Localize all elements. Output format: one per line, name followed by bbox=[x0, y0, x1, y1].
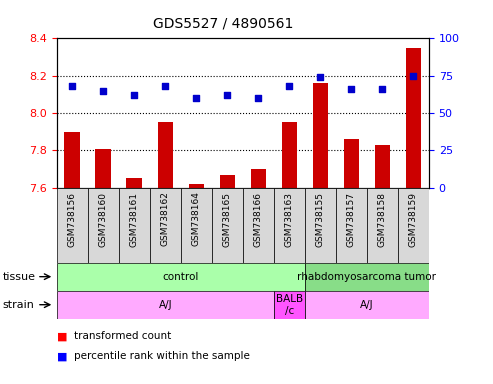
Bar bbox=[282, 122, 297, 188]
Bar bbox=[65, 132, 80, 188]
Text: A/J: A/J bbox=[360, 300, 374, 310]
Text: GSM738166: GSM738166 bbox=[254, 192, 263, 247]
Bar bbox=[119, 188, 150, 263]
Bar bbox=[88, 188, 119, 263]
Point bbox=[317, 74, 324, 80]
Point bbox=[223, 92, 231, 98]
Bar bbox=[375, 145, 390, 188]
Bar bbox=[406, 48, 421, 188]
Bar bbox=[150, 188, 181, 263]
Bar bbox=[250, 169, 266, 188]
Text: rhabdomyosarcoma tumor: rhabdomyosarcoma tumor bbox=[297, 271, 436, 282]
Text: GSM738163: GSM738163 bbox=[285, 192, 294, 247]
Text: GSM738156: GSM738156 bbox=[68, 192, 77, 247]
Bar bbox=[127, 179, 142, 188]
Bar bbox=[219, 175, 235, 188]
Text: strain: strain bbox=[2, 300, 35, 310]
Text: GSM738159: GSM738159 bbox=[409, 192, 418, 247]
Bar bbox=[367, 188, 398, 263]
Point bbox=[130, 92, 138, 98]
Text: GSM738165: GSM738165 bbox=[223, 192, 232, 247]
Point bbox=[285, 83, 293, 89]
Point bbox=[410, 73, 418, 79]
Bar bbox=[212, 188, 243, 263]
Point bbox=[99, 88, 107, 94]
Text: ■: ■ bbox=[57, 351, 67, 361]
Text: GSM738161: GSM738161 bbox=[130, 192, 139, 247]
Text: GSM738160: GSM738160 bbox=[99, 192, 108, 247]
Point bbox=[379, 86, 387, 92]
Text: transformed count: transformed count bbox=[74, 331, 171, 341]
Text: GDS5527 / 4890561: GDS5527 / 4890561 bbox=[153, 17, 293, 31]
Text: ■: ■ bbox=[57, 331, 67, 341]
Bar bbox=[305, 263, 429, 291]
Point bbox=[348, 86, 355, 92]
Point bbox=[254, 95, 262, 101]
Point bbox=[68, 83, 76, 89]
Text: GSM738162: GSM738162 bbox=[161, 192, 170, 247]
Bar bbox=[181, 188, 212, 263]
Bar bbox=[274, 188, 305, 263]
Text: GSM738155: GSM738155 bbox=[316, 192, 325, 247]
Text: tissue: tissue bbox=[2, 271, 35, 282]
Bar bbox=[398, 188, 429, 263]
Bar bbox=[274, 291, 305, 319]
Bar bbox=[96, 149, 111, 188]
Point bbox=[161, 83, 169, 89]
Text: A/J: A/J bbox=[158, 300, 172, 310]
Bar bbox=[336, 188, 367, 263]
Bar bbox=[57, 263, 305, 291]
Text: BALB
/c: BALB /c bbox=[276, 294, 303, 316]
Bar bbox=[305, 291, 429, 319]
Bar bbox=[313, 83, 328, 188]
Text: control: control bbox=[163, 271, 199, 282]
Bar bbox=[157, 122, 173, 188]
Text: GSM738164: GSM738164 bbox=[192, 192, 201, 247]
Bar bbox=[243, 188, 274, 263]
Text: GSM738157: GSM738157 bbox=[347, 192, 356, 247]
Bar bbox=[344, 139, 359, 188]
Text: GSM738158: GSM738158 bbox=[378, 192, 387, 247]
Bar bbox=[305, 188, 336, 263]
Bar bbox=[57, 291, 274, 319]
Point bbox=[192, 95, 200, 101]
Bar bbox=[188, 184, 204, 188]
Text: percentile rank within the sample: percentile rank within the sample bbox=[74, 351, 250, 361]
Bar bbox=[57, 188, 88, 263]
